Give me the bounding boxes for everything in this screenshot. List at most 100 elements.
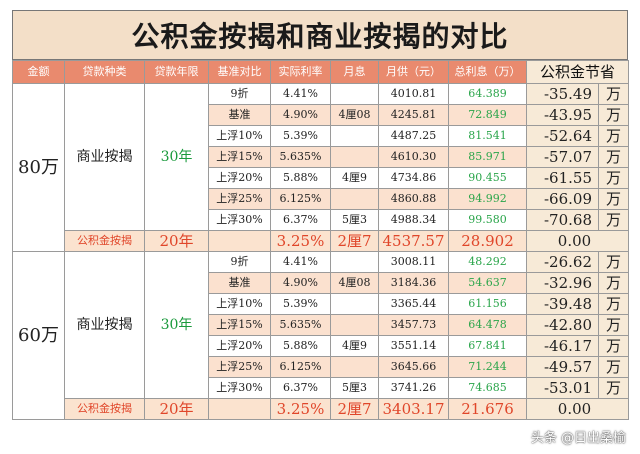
gjj-row: 公积金按揭 20年 3.25% 2厘7 4537.57 28.902 0.00 bbox=[13, 230, 630, 252]
saving-value: -52.64 bbox=[526, 125, 599, 147]
monthly-payment: 3365.44 bbox=[378, 293, 449, 315]
base-compare: 上浮10% bbox=[208, 125, 271, 147]
saving-value: -70.68 bbox=[526, 209, 599, 231]
actual-rate: 6.37% bbox=[270, 209, 331, 231]
monthly-payment: 3008.11 bbox=[378, 251, 449, 273]
gjj-kind: 公积金按揭 bbox=[64, 230, 145, 252]
total-interest: 81.541 bbox=[448, 125, 527, 147]
table-row: 60万 商业按揭 30年 9折 4.41% 3008.11 48.292 -26.62 万 bbox=[12, 251, 630, 420]
watermark: 头条 @日出桑榆 bbox=[530, 431, 626, 446]
saving-value: -66.09 bbox=[526, 188, 599, 210]
gjj-saving: 0.00 bbox=[525, 398, 630, 420]
table-row: 上浮25% 6.125% 4860.88 94.992 -66.09 万 bbox=[13, 188, 630, 210]
monthly-interest: 4厘08 bbox=[330, 104, 379, 126]
gjj-base bbox=[208, 398, 271, 420]
base-compare: 上浮20% bbox=[208, 167, 271, 189]
actual-rate: 5.635% bbox=[270, 314, 331, 336]
gjj-monthly-interest: 2厘7 bbox=[330, 230, 379, 252]
actual-rate: 5.39% bbox=[270, 293, 331, 315]
loan-kind: 商业按揭 bbox=[64, 83, 145, 231]
monthly-interest bbox=[330, 356, 379, 378]
page-title: 公积金按揭和商业按揭的对比 bbox=[12, 10, 628, 60]
col-header-total-interest: 总利息（万） bbox=[448, 60, 527, 84]
gjj-years: 20年 bbox=[144, 398, 209, 420]
gjj-kind: 公积金按揭 bbox=[64, 398, 145, 420]
base-compare: 上浮30% bbox=[208, 209, 271, 231]
loan-years: 30年 bbox=[144, 251, 209, 399]
base-compare: 上浮25% bbox=[208, 356, 271, 378]
col-header-kind: 贷款种类 bbox=[64, 60, 145, 84]
col-header-amount: 金额 bbox=[12, 60, 65, 84]
monthly-payment: 3645.66 bbox=[378, 356, 449, 378]
total-interest: 85.971 bbox=[448, 146, 527, 168]
monthly-interest bbox=[330, 83, 379, 105]
saving-value: -53.01 bbox=[526, 377, 599, 399]
total-interest: 64.478 bbox=[448, 314, 527, 336]
actual-rate: 5.635% bbox=[270, 146, 331, 168]
loan-kind: 商业按揭 bbox=[64, 251, 145, 399]
base-compare: 上浮25% bbox=[208, 188, 271, 210]
monthly-payment: 4010.81 bbox=[378, 83, 449, 105]
monthly-interest bbox=[330, 251, 379, 273]
monthly-payment: 3184.36 bbox=[378, 272, 449, 294]
base-compare: 上浮15% bbox=[208, 314, 271, 336]
monthly-payment: 4610.30 bbox=[378, 146, 449, 168]
header-row: 金额 贷款种类 贷款年限 基准对比 实际利率 月息 月供（元） 总利息（万） 公… bbox=[12, 60, 630, 84]
actual-rate: 4.90% bbox=[270, 272, 331, 294]
saving-unit: 万 bbox=[597, 83, 630, 105]
saving-unit: 万 bbox=[597, 188, 630, 210]
total-interest: 61.156 bbox=[448, 293, 527, 315]
monthly-payment: 3741.26 bbox=[378, 377, 449, 399]
monthly-interest bbox=[330, 314, 379, 336]
gjj-total-interest: 28.902 bbox=[448, 230, 527, 252]
base-compare: 上浮20% bbox=[208, 335, 271, 357]
gjj-payment: 3403.17 bbox=[378, 398, 449, 420]
actual-rate: 6.37% bbox=[270, 377, 331, 399]
base-compare: 上浮30% bbox=[208, 377, 271, 399]
total-interest: 71.244 bbox=[448, 356, 527, 378]
monthly-interest: 4厘9 bbox=[330, 335, 379, 357]
actual-rate: 4.41% bbox=[270, 251, 331, 273]
saving-value: -49.57 bbox=[526, 356, 599, 378]
saving-unit: 万 bbox=[597, 293, 630, 315]
table-row: 基准 4.90% 4厘08 3184.36 54.637 -32.96 万 bbox=[13, 272, 630, 294]
monthly-interest bbox=[330, 146, 379, 168]
actual-rate: 4.90% bbox=[270, 104, 331, 126]
saving-unit: 万 bbox=[597, 146, 630, 168]
monthly-interest bbox=[330, 188, 379, 210]
saving-unit: 万 bbox=[597, 209, 630, 231]
loan-years: 30年 bbox=[144, 83, 209, 231]
col-header-payment: 月供（元） bbox=[378, 60, 449, 84]
table-row: 上浮30% 6.37% 5厘3 3741.26 74.685 -53.01 万 bbox=[13, 377, 630, 399]
total-interest: 48.292 bbox=[448, 251, 527, 273]
col-header-monthly-interest: 月息 bbox=[330, 60, 379, 84]
saving-unit: 万 bbox=[597, 335, 630, 357]
gjj-rate: 3.25% bbox=[270, 230, 331, 252]
loan-amount: 60万 bbox=[12, 251, 65, 420]
saving-unit: 万 bbox=[597, 314, 630, 336]
table-row: 上浮20% 5.88% 4厘9 3551.14 67.841 -46.17 万 bbox=[13, 335, 630, 357]
total-interest: 54.637 bbox=[448, 272, 527, 294]
total-interest: 74.685 bbox=[448, 377, 527, 399]
monthly-interest bbox=[330, 293, 379, 315]
saving-value: -39.48 bbox=[526, 293, 599, 315]
col-header-years: 贷款年限 bbox=[144, 60, 209, 84]
saving-unit: 万 bbox=[597, 356, 630, 378]
gjj-row: 公积金按揭 20年 3.25% 2厘7 3403.17 21.676 0.00 bbox=[13, 398, 630, 420]
base-compare: 上浮15% bbox=[208, 146, 271, 168]
col-header-rate: 实际利率 bbox=[270, 60, 331, 84]
monthly-payment: 4734.86 bbox=[378, 167, 449, 189]
base-compare: 9折 bbox=[208, 251, 271, 273]
saving-value: -43.95 bbox=[526, 104, 599, 126]
table-row: 上浮30% 6.37% 5厘3 4988.34 99.580 -70.68 万 bbox=[13, 209, 630, 231]
base-compare: 基准 bbox=[208, 272, 271, 294]
saving-value: -46.17 bbox=[526, 335, 599, 357]
actual-rate: 6.125% bbox=[270, 188, 331, 210]
saving-value: -26.62 bbox=[526, 251, 599, 273]
total-interest: 90.455 bbox=[448, 167, 527, 189]
saving-unit: 万 bbox=[597, 167, 630, 189]
monthly-interest: 5厘3 bbox=[330, 209, 379, 231]
saving-unit: 万 bbox=[597, 251, 630, 273]
table-row: 上浮25% 6.125% 3645.66 71.244 -49.57 万 bbox=[13, 356, 630, 378]
table-row: 上浮10% 5.39% 3365.44 61.156 -39.48 万 bbox=[13, 293, 630, 315]
